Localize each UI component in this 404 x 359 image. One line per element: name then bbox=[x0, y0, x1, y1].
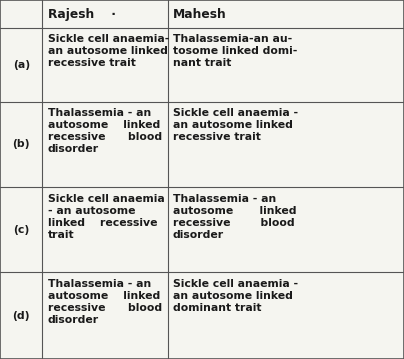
Text: Sickle cell anaemia -
an autosome linked
recessive trait: Sickle cell anaemia - an autosome linked… bbox=[173, 108, 298, 142]
Text: Rajesh    ·: Rajesh · bbox=[48, 8, 116, 20]
Text: Thalassemia - an
autosome    linked
recessive      blood
disorder: Thalassemia - an autosome linked recessi… bbox=[48, 279, 162, 325]
Text: Sickle cell anaemia
- an autosome
linked    recessive
trait: Sickle cell anaemia - an autosome linked… bbox=[48, 194, 164, 239]
Text: Thalassemia-an au-
tosome linked domi-
nant trait: Thalassemia-an au- tosome linked domi- n… bbox=[173, 34, 297, 69]
Text: Sickle cell anaemia -
an autosome linked
dominant trait: Sickle cell anaemia - an autosome linked… bbox=[173, 279, 298, 313]
Text: (b): (b) bbox=[13, 139, 30, 149]
Text: (a): (a) bbox=[13, 60, 30, 70]
Text: Sickle cell anaemia-
an autosome linked
recessive trait: Sickle cell anaemia- an autosome linked … bbox=[48, 34, 169, 69]
Text: (d): (d) bbox=[13, 311, 30, 321]
Text: Mahesh: Mahesh bbox=[173, 8, 227, 20]
Text: Thalassemia - an
autosome    linked
recessive      blood
disorder: Thalassemia - an autosome linked recessi… bbox=[48, 108, 162, 154]
Text: (c): (c) bbox=[13, 225, 29, 235]
Text: Thalassemia - an
autosome       linked
recessive        blood
disorder: Thalassemia - an autosome linked recessi… bbox=[173, 194, 297, 239]
